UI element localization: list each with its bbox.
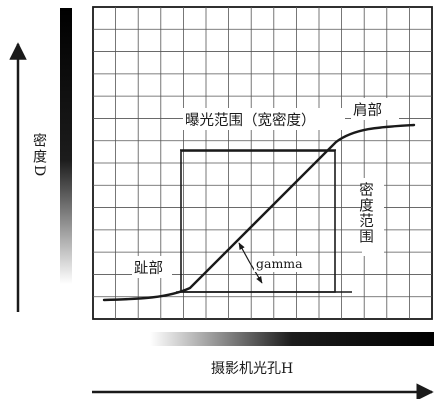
gamma-label: gamma xyxy=(256,256,303,271)
density-gradient-bar xyxy=(60,8,72,284)
exposure-range-label: 曝光范围（宽密度） xyxy=(185,112,316,129)
gamma-arrow-up xyxy=(238,242,251,264)
toe-label: 趾部 xyxy=(134,260,163,277)
x-axis-label: 摄影机光孔H xyxy=(211,361,293,377)
density-range-label: 密度范围 xyxy=(357,182,373,244)
exposure-gradient-bar xyxy=(150,332,434,346)
gamma-arrow-down xyxy=(249,262,263,284)
shoulder-label: 肩部 xyxy=(353,102,382,119)
characteristic-curve xyxy=(102,123,416,302)
y-axis-label: 密度D xyxy=(31,132,47,178)
